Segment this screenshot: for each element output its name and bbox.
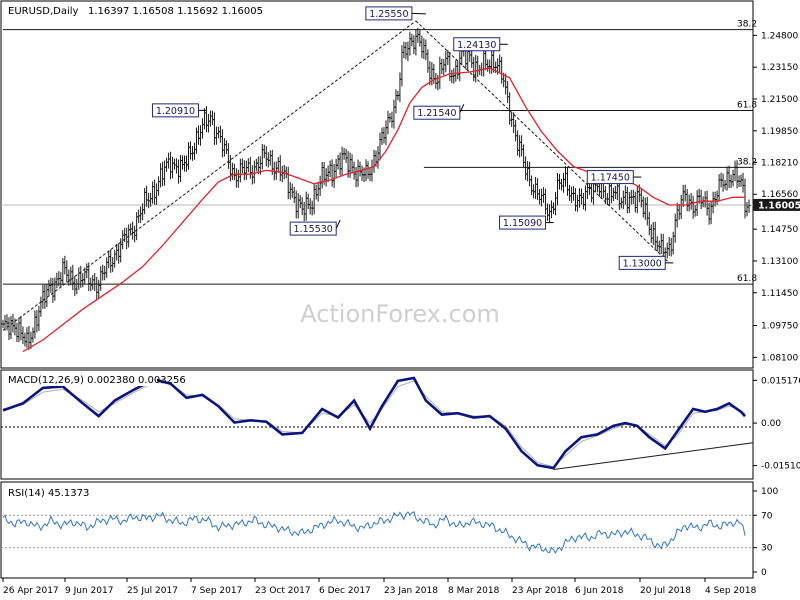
- rsi-tick-label: 30: [761, 544, 773, 554]
- macd-tick-label: -0.015105: [761, 462, 800, 472]
- price-tick-label: 1.14750: [761, 225, 798, 235]
- annotation-price-label: 1.17450: [591, 173, 630, 184]
- annotation-box: [618, 255, 666, 270]
- rsi-panel: 100 70 30 0 RSI(14) 45.1373: [0, 481, 778, 579]
- last-price-marker: 1.16005: [753, 198, 800, 211]
- annotation-box: [289, 221, 337, 236]
- time-tick-label: 23 Jan 2018: [384, 586, 438, 596]
- price-tick-label: 1.08100: [761, 353, 798, 363]
- fib-level-label: 38.2: [737, 20, 757, 30]
- annotation-box: [151, 103, 199, 118]
- macd-tick-label: 0.00: [761, 419, 781, 429]
- price-bars: [1, 27, 751, 350]
- swing-dashed-line: [415, 20, 670, 264]
- annotation-price-label: 1.15090: [503, 218, 542, 229]
- price-axis: 1.24800 1.23150 1.21500 1.19850 1.18210 1.165…: [1, 31, 798, 363]
- macd-trendline: [553, 442, 754, 471]
- annotation-price-label: 1.21540: [417, 108, 456, 119]
- time-tick-label: 6 Dec 2017: [319, 586, 371, 596]
- price-tick-label: 1.23150: [761, 63, 798, 73]
- annotation-price-label: 1.15530: [294, 224, 333, 235]
- price-tick-label: 1.11450: [761, 289, 798, 299]
- macd-title: MACD(12,26,9) 0.002380 0.003256: [8, 375, 186, 386]
- annotation-price-label: 1.25550: [369, 9, 408, 20]
- price-tick-label: 1.16560: [761, 190, 798, 200]
- annotation-box: [413, 105, 461, 120]
- annotation-price-label: 1.20910: [156, 106, 195, 117]
- time-tick-label: 4 Sep 2018: [705, 586, 757, 596]
- price-tick-label: 1.13100: [761, 257, 798, 267]
- price-tick-label: 1.18210: [761, 158, 798, 168]
- rsi-title: RSI(14) 45.1373: [8, 488, 89, 499]
- rsi-tick-label: 0: [761, 568, 767, 578]
- rsi-panel-frame: [0, 481, 754, 579]
- macd-panel: 0.015176 0.00 -0.015105 MACD(12,26,9) 0.00…: [0, 369, 800, 480]
- rsi-tick-label: 100: [761, 487, 778, 497]
- rsi-line: [2, 511, 746, 554]
- annotation-box: [453, 37, 501, 52]
- time-tick-label: 23 Oct 2017: [255, 586, 311, 596]
- time-tick-label: 26 Apr 2017: [3, 586, 59, 596]
- time-tick-label: 8 Mar 2018: [448, 586, 500, 596]
- header-ohlc: 1.16397 1.16508 1.15692 1.16005: [88, 6, 263, 17]
- fib-level-label: 61.8: [737, 101, 757, 111]
- time-tick-label: 7 Sep 2017: [191, 586, 242, 596]
- time-axis: 26 Apr 2017 9 Jun 2017 25 Jul 2017 7 Sep 20…: [2, 578, 757, 596]
- annotation-leader: [411, 12, 426, 15]
- rsi-axis: 100 70 30 0: [1, 487, 778, 578]
- annotation-leader: [335, 219, 341, 229]
- fib-level-label: 61.8: [737, 274, 757, 284]
- watermark: ActionForex.com: [300, 300, 500, 328]
- macd-axis: 0.015176 0.00 -0.015105: [753, 376, 800, 472]
- fib-level-label: 38.2: [737, 157, 757, 167]
- annotation-price-label: 1.24130: [457, 40, 496, 51]
- last-price-box: [753, 198, 800, 211]
- annotation-leader: [459, 104, 465, 113]
- header-backdrop: [5, 4, 260, 18]
- header-symbol: EURUSD,Daily: [8, 6, 79, 17]
- time-tick-label: 23 Apr 2018: [512, 586, 568, 596]
- macd-panel-frame: [0, 369, 754, 480]
- swing-lines: [2, 20, 670, 331]
- fibonacci-levels: 38.2 61.8 38.2 61.8: [3, 20, 757, 285]
- time-tick-label: 20 Jul 2018: [640, 586, 691, 596]
- price-tick-label: 1.24800: [761, 31, 798, 41]
- time-tick-label: 6 Jun 2018: [575, 586, 624, 596]
- macd-title-backdrop: [5, 373, 157, 386]
- time-tick-label: 9 Jun 2017: [65, 586, 113, 596]
- last-price-label: 1.16005: [758, 200, 800, 211]
- time-tick-label: 25 Jul 2017: [127, 586, 178, 596]
- annotation-box: [365, 6, 413, 21]
- annotation-box: [499, 215, 547, 230]
- price-tick-label: 1.19850: [761, 127, 798, 137]
- rsi-tick-label: 70: [761, 511, 773, 521]
- annotation-price-label: 1.13000: [623, 258, 662, 269]
- price-tick-label: 1.09750: [761, 322, 798, 332]
- swing-annotations: 1.25550 1.24130 1.21540 1.20910 1.15530 1.150…: [151, 6, 674, 270]
- macd-tick-label: 0.015176: [761, 376, 800, 386]
- price-tick-label: 1.21500: [761, 95, 798, 105]
- price-panel-frame: [0, 0, 754, 369]
- price-panel: 1.24800 1.23150 1.21500 1.19850 1.18210 1.165…: [0, 0, 800, 369]
- annotation-box: [586, 170, 634, 185]
- swing-dashed-line: [2, 20, 417, 331]
